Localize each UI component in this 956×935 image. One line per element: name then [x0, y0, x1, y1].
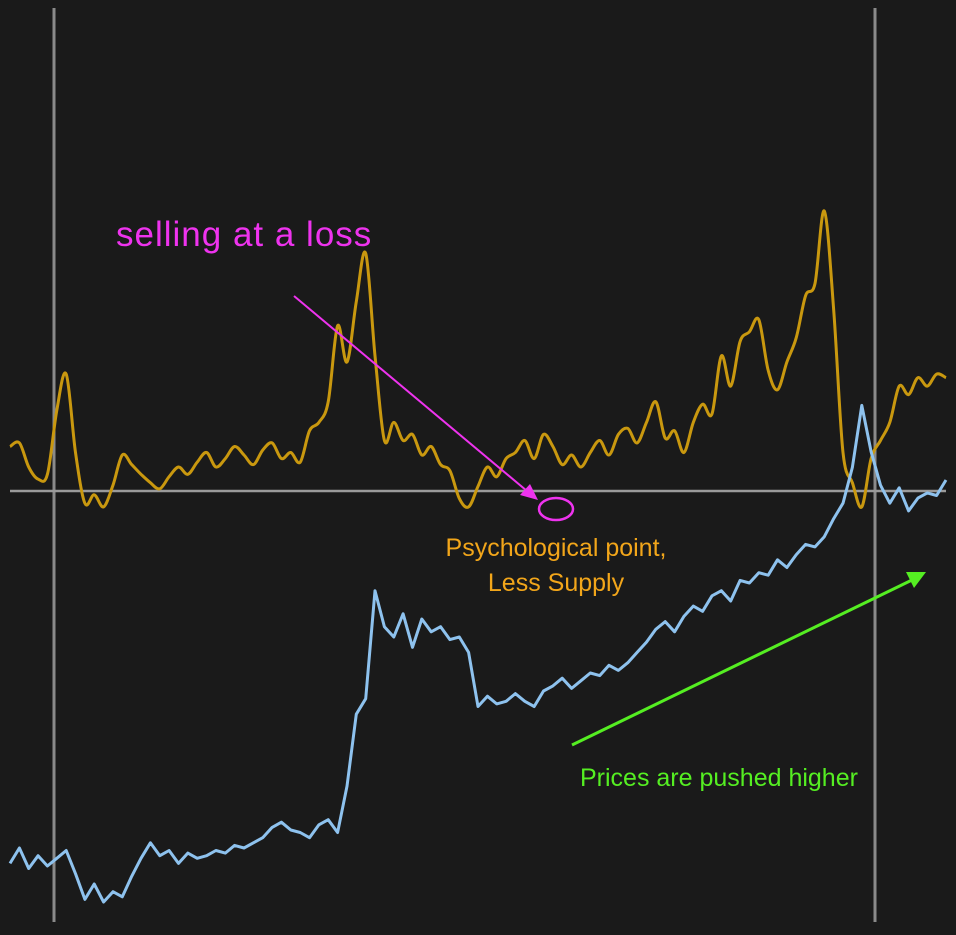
psych-annotation-line2: Less Supply	[488, 569, 625, 597]
push-annotation: Prices are pushed higher	[580, 764, 858, 792]
price-series-line	[8, 403, 948, 904]
push-arrow-head	[906, 572, 926, 588]
psych-point-circle	[537, 496, 575, 522]
push-arrow-line	[571, 578, 913, 747]
psych-annotation-line1: Psychological point,	[446, 534, 667, 562]
loss-arrow-head	[520, 484, 538, 500]
loss-arrow-line	[293, 295, 528, 492]
series-layer	[8, 209, 948, 904]
loss-annotation: selling at a loss	[116, 215, 372, 254]
oscillator-series-line	[9, 209, 947, 509]
